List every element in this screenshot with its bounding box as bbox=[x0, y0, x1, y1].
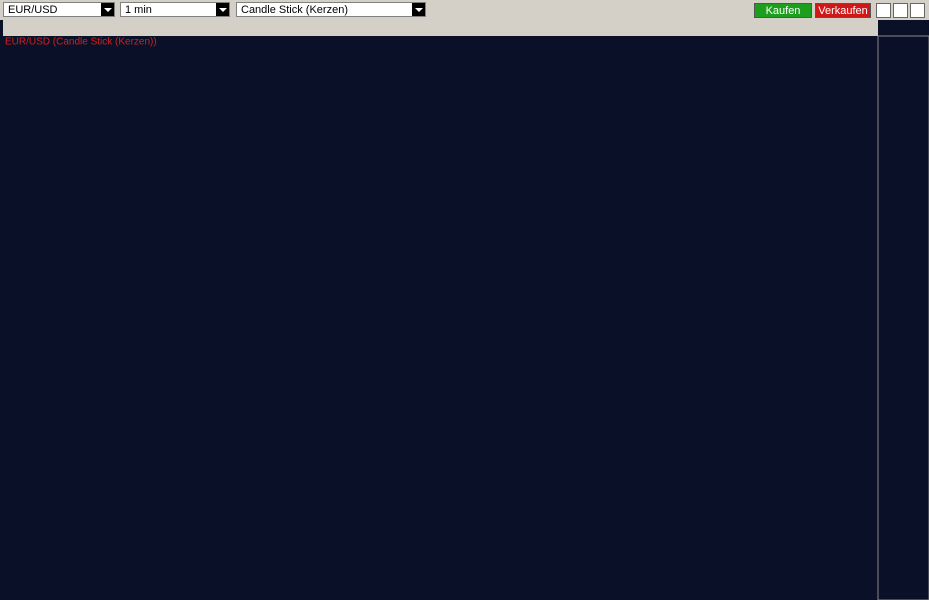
interval: 1 min bbox=[125, 4, 152, 16]
symbol-select[interactable]: EUR/USD bbox=[3, 2, 115, 17]
window-icon[interactable] bbox=[910, 3, 925, 18]
sell-button[interactable]: Verkaufen bbox=[815, 3, 871, 18]
price-axis bbox=[877, 35, 929, 600]
toolbar: EUR/USD 1 min Candle Stick (Kerzen) Kauf… bbox=[0, 0, 929, 20]
bars-icon[interactable] bbox=[876, 3, 891, 18]
line-icon[interactable] bbox=[893, 3, 908, 18]
chart-background bbox=[0, 20, 929, 600]
time-axis bbox=[3, 20, 878, 36]
symbol: EUR/USD bbox=[8, 4, 58, 16]
interval-select[interactable]: 1 min bbox=[120, 2, 230, 17]
chart-type-select[interactable]: Candle Stick (Kerzen) bbox=[236, 2, 426, 17]
chart-title: EUR/USD (Candle Stick (Kerzen)) bbox=[5, 37, 157, 48]
buy-button[interactable]: Kaufen bbox=[754, 3, 812, 18]
chart: EUR/USD (Candle Stick (Kerzen)) bbox=[0, 20, 929, 600]
chart-type: Candle Stick (Kerzen) bbox=[241, 4, 348, 16]
